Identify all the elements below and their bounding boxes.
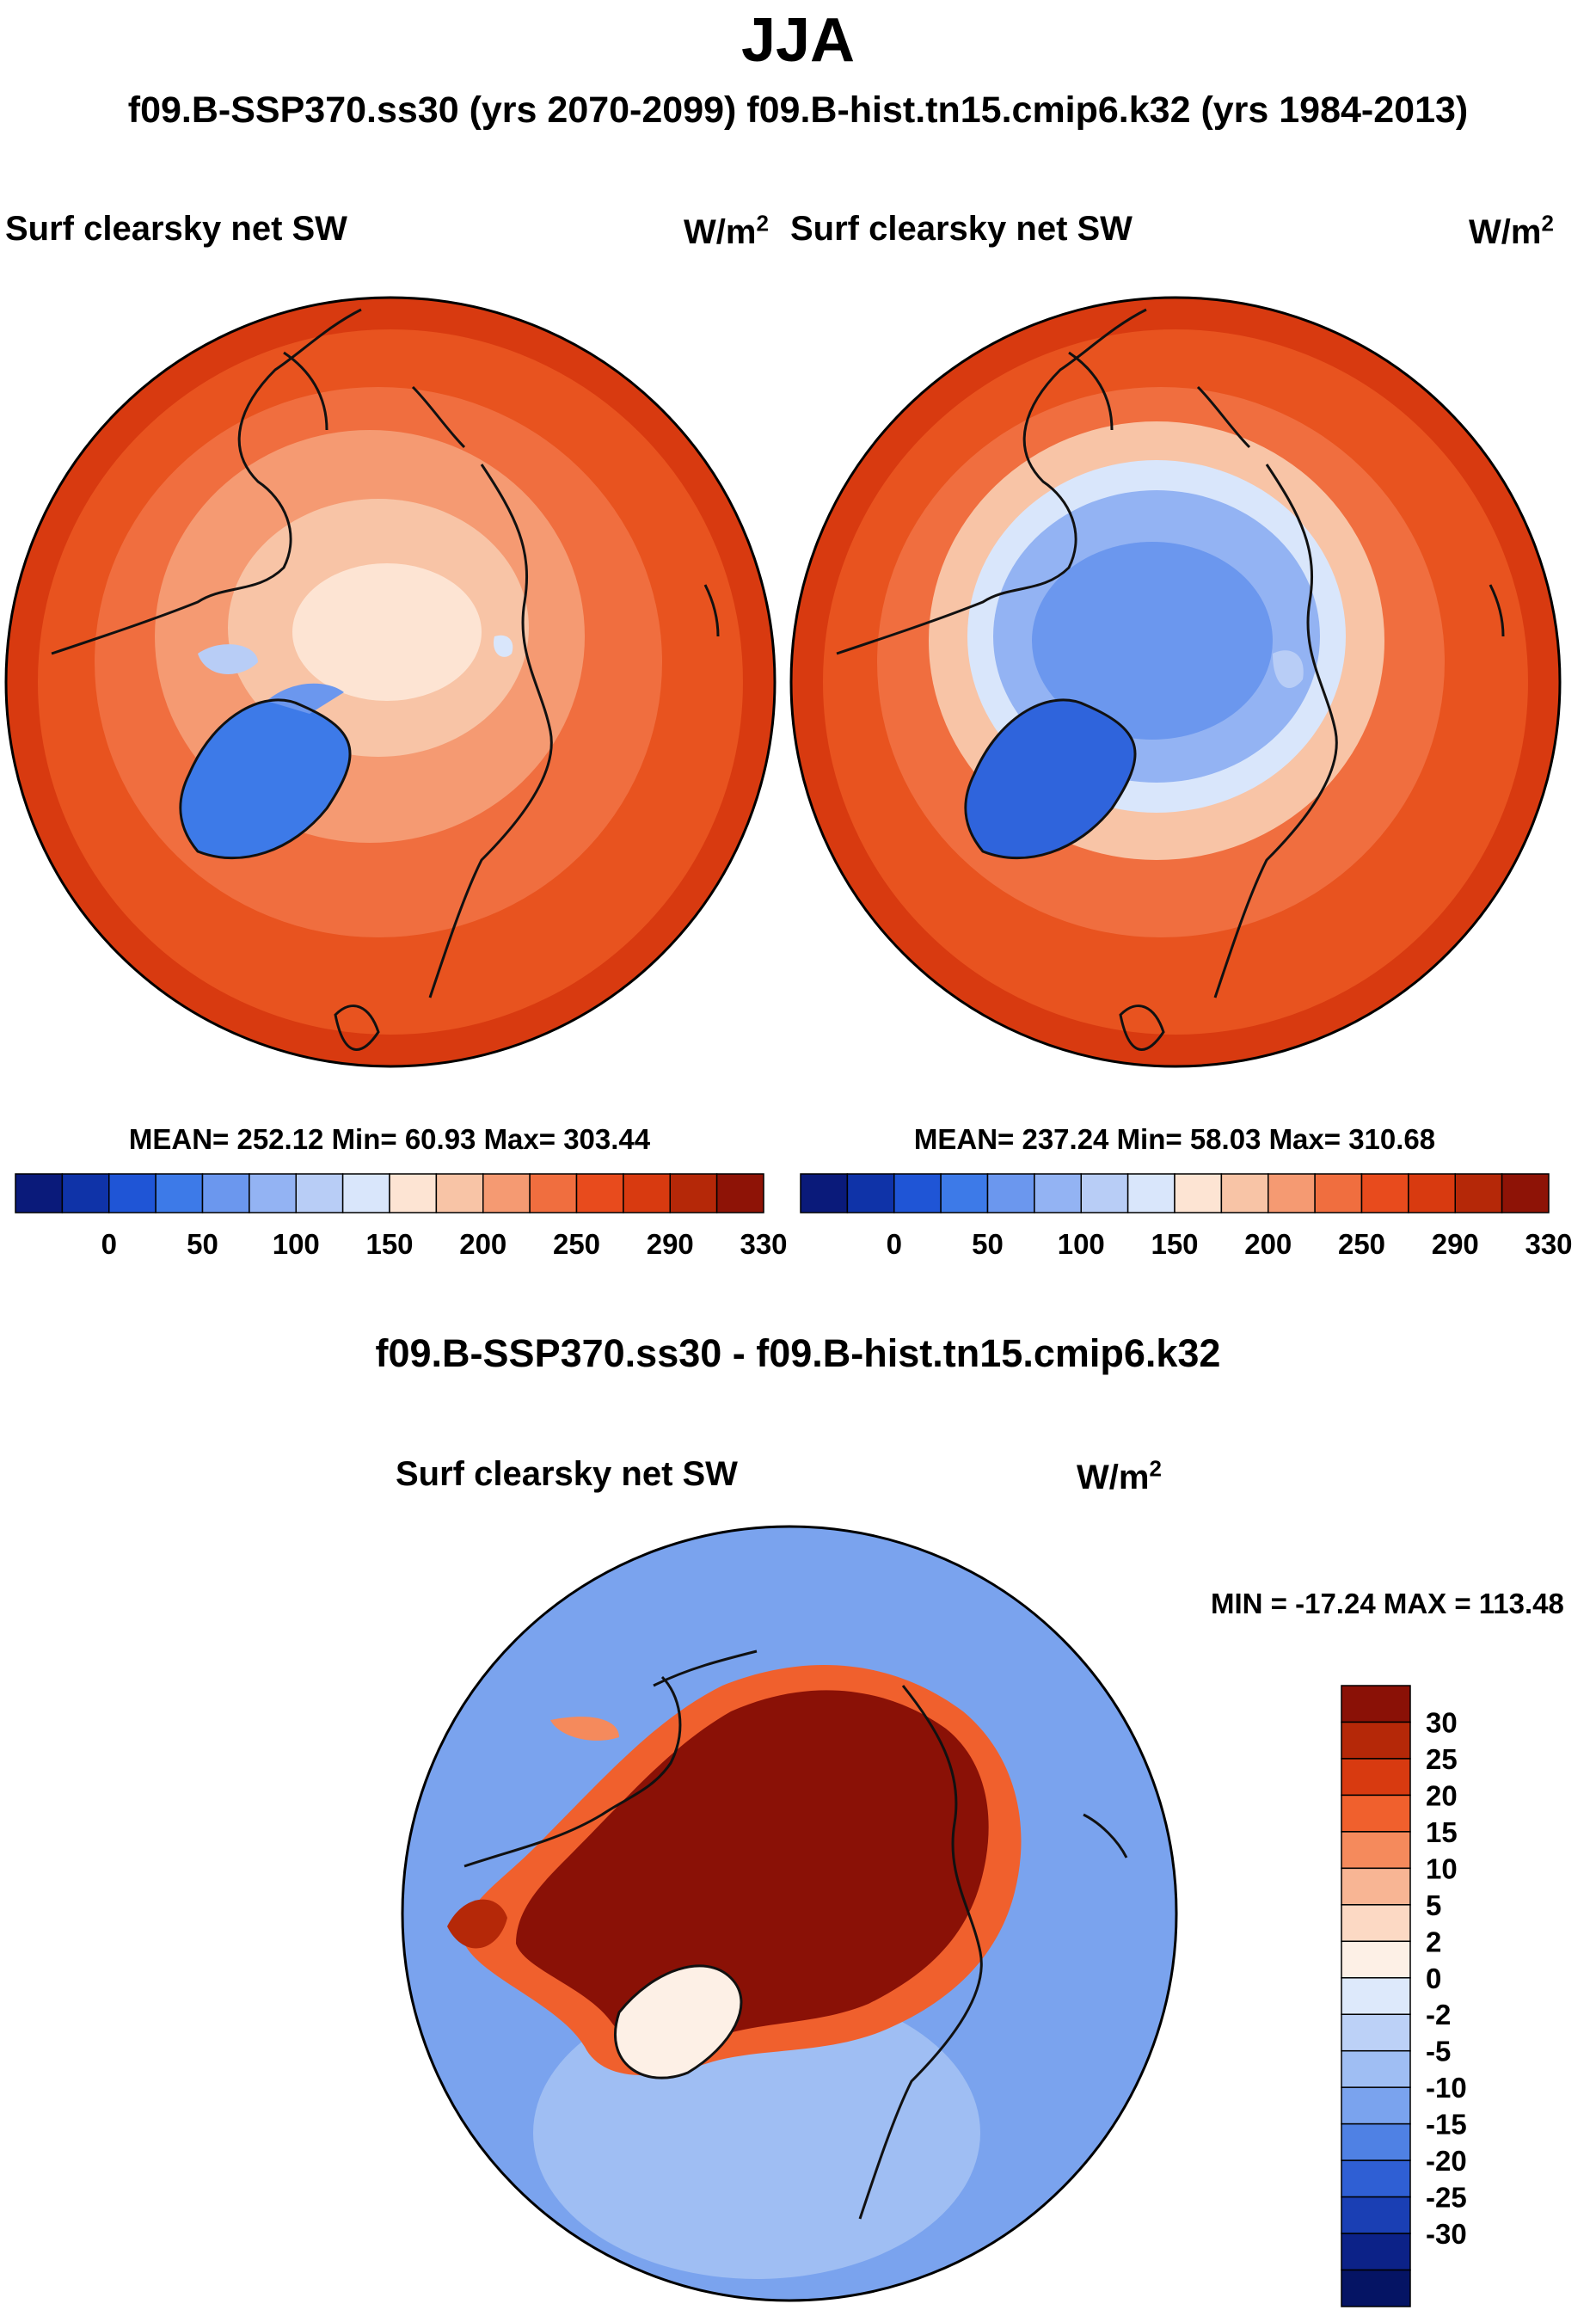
colorbar-difference-swatch <box>1341 1794 1411 1833</box>
colorbar-difference-label: -30 <box>1426 2218 1467 2250</box>
panel-case-title: Surf clearsky net SW <box>5 210 347 248</box>
colorbar-swatch <box>155 1173 204 1213</box>
map-control <box>789 296 1562 1068</box>
colorbar-swatch <box>575 1173 624 1213</box>
colorbar-case-label: 200 <box>459 1228 506 1260</box>
colorbar-control-label: 200 <box>1244 1228 1292 1260</box>
colorbar-case-label: 100 <box>273 1228 320 1260</box>
colorbar-difference-swatch <box>1341 2049 1411 2088</box>
colorbar-control-label: 150 <box>1151 1228 1198 1260</box>
colorbar-difference-label: 15 <box>1426 1816 1458 1848</box>
panel-case-stats: MEAN= 252.12 Min= 60.93 Max= 303.44 <box>128 1123 651 1155</box>
colorbar-swatch <box>800 1173 849 1213</box>
colorbar-difference-label: 2 <box>1426 1926 1441 1957</box>
colorbar-swatch <box>61 1173 110 1213</box>
colorbar-control-label: 290 <box>1432 1228 1479 1260</box>
colorbar-swatch <box>389 1173 438 1213</box>
colorbar-difference-label: 0 <box>1426 1963 1441 1994</box>
colorbar-control-label: 100 <box>1058 1228 1105 1260</box>
colorbar-control-label: 50 <box>972 1228 1004 1260</box>
colorbar-swatch <box>1220 1173 1269 1213</box>
colorbar-swatch <box>893 1173 942 1213</box>
difference-title: f09.B-SSP370.ss30 - f09.B-hist.tn15.cmip… <box>375 1331 1221 1375</box>
colorbar-difference-swatch <box>1341 2196 1411 2234</box>
colorbar-swatch <box>940 1173 989 1213</box>
difference-panel-title: Surf clearsky net SW <box>396 1455 738 1493</box>
colorbar-difference-label: 5 <box>1426 1889 1441 1921</box>
colorbar-difference-swatch <box>1341 2013 1411 2052</box>
colorbar-difference-label: 25 <box>1426 1743 1458 1775</box>
colorbar-difference-label: 20 <box>1426 1779 1458 1811</box>
colorbar-case: 0 50 100 150 200 250 290 330 <box>15 1173 788 1260</box>
season-title: JJA <box>740 6 856 75</box>
colorbar-case-label: 290 <box>647 1228 694 1260</box>
colorbar-difference-swatch <box>1341 1685 1411 1723</box>
colorbar-control-label: 330 <box>1525 1228 1572 1260</box>
colorbar-swatch <box>1034 1173 1082 1213</box>
colorbar-control-label: 0 <box>887 1228 902 1260</box>
colorbar-difference-swatch <box>1341 2159 1411 2198</box>
colorbar-swatch <box>1080 1173 1129 1213</box>
colorbar-swatch <box>295 1173 344 1213</box>
colorbar-difference-swatch <box>1341 1904 1411 1943</box>
colorbar-difference-label: -10 <box>1426 2072 1467 2104</box>
colorbar-swatch <box>1268 1173 1316 1213</box>
colorbar-swatch <box>669 1173 718 1213</box>
colorbar-case-label: 0 <box>101 1228 117 1260</box>
colorbar-swatch <box>1174 1173 1223 1213</box>
panel-control-title: Surf clearsky net SW <box>790 210 1133 248</box>
colorbar-swatch <box>249 1173 297 1213</box>
colorbar-control: 0 50 100 150 200 250 290 330 <box>800 1173 1573 1260</box>
panel-control-stats: MEAN= 237.24 Min= 58.03 Max= 310.68 <box>913 1123 1436 1155</box>
colorbar-difference-label: -15 <box>1426 2109 1467 2141</box>
colorbar-swatch <box>1360 1173 1409 1213</box>
panel-control-units: W/m2 <box>1469 210 1554 251</box>
colorbar-difference-label: 10 <box>1426 1852 1458 1884</box>
colorbar-control-label: 250 <box>1338 1228 1385 1260</box>
colorbar-swatch <box>1501 1173 1550 1213</box>
colorbar-swatch <box>1126 1173 1176 1213</box>
panel-case-units: W/m2 <box>684 210 769 251</box>
colorbar-difference-swatch <box>1341 1831 1411 1870</box>
colorbar-swatch <box>846 1173 895 1213</box>
colorbar-swatch <box>1408 1173 1456 1213</box>
colorbar-swatch <box>435 1173 484 1213</box>
colorbar-swatch <box>986 1173 1035 1213</box>
colorbar-difference-swatch <box>1341 1721 1411 1760</box>
colorbar-swatch <box>1314 1173 1363 1213</box>
colorbar-difference-label: -5 <box>1426 2036 1451 2067</box>
colorbar-difference-label: -2 <box>1426 1999 1451 2030</box>
colorbar-swatch <box>15 1173 64 1213</box>
colorbar-difference-swatch <box>1341 1977 1411 2015</box>
comparison-subtitle: f09.B-SSP370.ss30 (yrs 2070-2099) f09.B-… <box>127 89 1469 131</box>
colorbar-case-label: 150 <box>365 1228 413 1260</box>
colorbar-case-label: 50 <box>187 1228 218 1260</box>
colorbar-case-label: 330 <box>740 1228 787 1260</box>
colorbar-swatch <box>529 1173 578 1213</box>
colorbar-swatch <box>715 1173 764 1213</box>
colorbar-swatch <box>1454 1173 1503 1213</box>
colorbar-swatch <box>341 1173 390 1213</box>
map-difference <box>401 1525 1178 2302</box>
colorbar-case-label: 250 <box>553 1228 600 1260</box>
colorbar-swatch <box>108 1173 157 1213</box>
colorbar-difference-swatch <box>1341 2086 1411 2125</box>
colorbar-difference-label: 30 <box>1426 1706 1458 1738</box>
colorbar-difference-swatch <box>1341 1867 1411 1906</box>
colorbar-swatch <box>482 1173 531 1213</box>
colorbar-difference-swatch <box>1341 2233 1411 2271</box>
colorbar-difference-label: -20 <box>1426 2145 1467 2177</box>
colorbar-swatch <box>623 1173 671 1213</box>
difference-minmax: MIN = -17.24 MAX = 113.48 <box>1211 1588 1564 1619</box>
colorbar-difference-swatch <box>1341 2269 1411 2307</box>
colorbar-difference-label: -25 <box>1426 2182 1467 2214</box>
colorbar-difference-swatch <box>1341 1758 1411 1797</box>
colorbar-difference-swatch <box>1341 2122 1411 2161</box>
colorbar-difference-swatch <box>1341 1940 1411 1979</box>
map-case <box>4 296 777 1068</box>
colorbar-swatch <box>201 1173 250 1213</box>
difference-units: W/m2 <box>1077 1455 1162 1496</box>
